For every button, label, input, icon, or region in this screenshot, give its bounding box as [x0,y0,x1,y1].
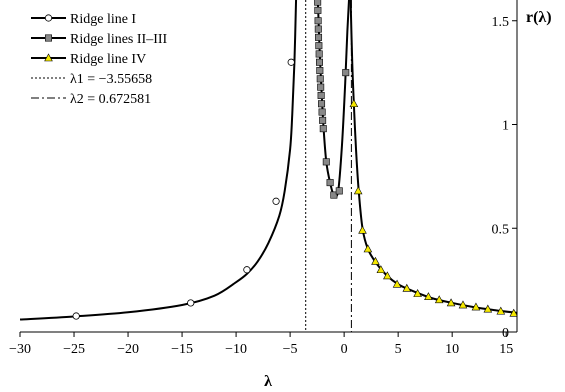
legend-label-5: λ2 = 0.672581 [70,92,151,107]
series-2-point-13 [318,100,326,108]
series-3-point-16 [483,304,493,313]
series-2-point-8 [315,58,323,66]
y-axis-label: r(λ) [526,9,552,26]
series-2-point-10 [316,75,324,83]
x-tick-label: −25 [63,342,85,357]
series-3-point-18 [509,308,517,317]
series-2-point-11 [317,83,325,91]
series-1-point-3 [243,266,251,274]
series-2-point-1 [314,0,322,6]
series-2-point-17 [322,158,330,166]
series-3-point-5 [371,256,380,265]
legend-marker-3 [44,53,53,62]
series-3-point-12 [434,295,444,304]
series-2-point-16 [319,125,327,133]
x-tick-label: −15 [171,342,193,357]
series-3-point-6 [376,265,386,274]
series-2-point-20 [335,187,343,195]
series-2-point-19 [330,191,338,199]
series-markers [72,0,517,320]
legend-label-2: Ridge lines II–III [70,32,168,47]
legend: Ridge line I Ridge lines II–III Ridge line… [31,12,168,107]
legend-marker-1 [44,14,53,22]
series-1-point-1 [72,312,80,320]
series-3-point-13 [446,298,456,307]
series-2-point-14 [318,108,326,116]
legend-label-4: λ1 = −3.55658 [70,72,152,87]
series-1-point-2 [187,299,195,307]
series-1-point-4 [272,197,280,205]
x-tick-label: 5 [395,342,402,357]
x-axis-label: λ [264,373,272,390]
series-2-point-5 [315,33,323,41]
series-1-point-5 [287,58,295,66]
series-3-point-4 [363,244,373,253]
x-tick-label: 15 [499,342,513,357]
series-2-point-2 [314,6,322,14]
series-line-3 [349,0,517,314]
plot-area [20,0,517,332]
legend-label-3: Ridge line IV [70,52,146,67]
series-2-point-7 [315,50,323,58]
x-tick-label: −30 [9,342,31,357]
series-3-point-10 [413,288,422,297]
series-lines [20,0,517,321]
series-3-point-11 [424,292,433,301]
x-tick-label: 10 [445,342,459,357]
series-3-point-14 [458,300,468,309]
series-2-point-6 [315,42,323,50]
series-2-point-3 [314,17,322,25]
y-tick-label: 1.5 [492,15,510,30]
series-3-point-9 [402,283,412,292]
series-3-point-17 [496,306,506,315]
y-axis-ticks: 0 0.5 1 1.5 [492,15,517,341]
x-tick-label: −10 [225,342,247,357]
series-2-point-21 [342,69,350,77]
y-tick-label: 0.5 [492,222,510,237]
y-tick-label: 0 [502,326,509,341]
series-2-point-12 [317,91,325,99]
x-tick-label: −5 [283,342,298,357]
legend-label-1: Ridge line I [70,12,136,27]
legend-marker-2 [44,34,52,42]
y-tick-label: 1 [502,119,509,134]
series-3-point-15 [471,302,481,311]
series-line-1 [20,0,298,321]
series-3-point-8 [392,279,402,288]
series-3-point-2 [353,186,363,195]
series-3-point-1 [349,99,359,108]
series-2-point-9 [316,67,324,75]
x-tick-label: −20 [117,342,139,357]
series-3-point-3 [358,225,367,234]
x-tick-label: 0 [341,342,348,357]
series-3-point-7 [383,271,392,280]
reference-lines [305,0,352,332]
series-2-point-15 [319,116,327,124]
series-2-point-18 [326,179,334,187]
series-2-point-4 [314,25,322,33]
axes [20,0,518,333]
x-axis-ticks: −30 −25 −20 −15 −10 −5 0 5 10 15 [9,332,513,357]
